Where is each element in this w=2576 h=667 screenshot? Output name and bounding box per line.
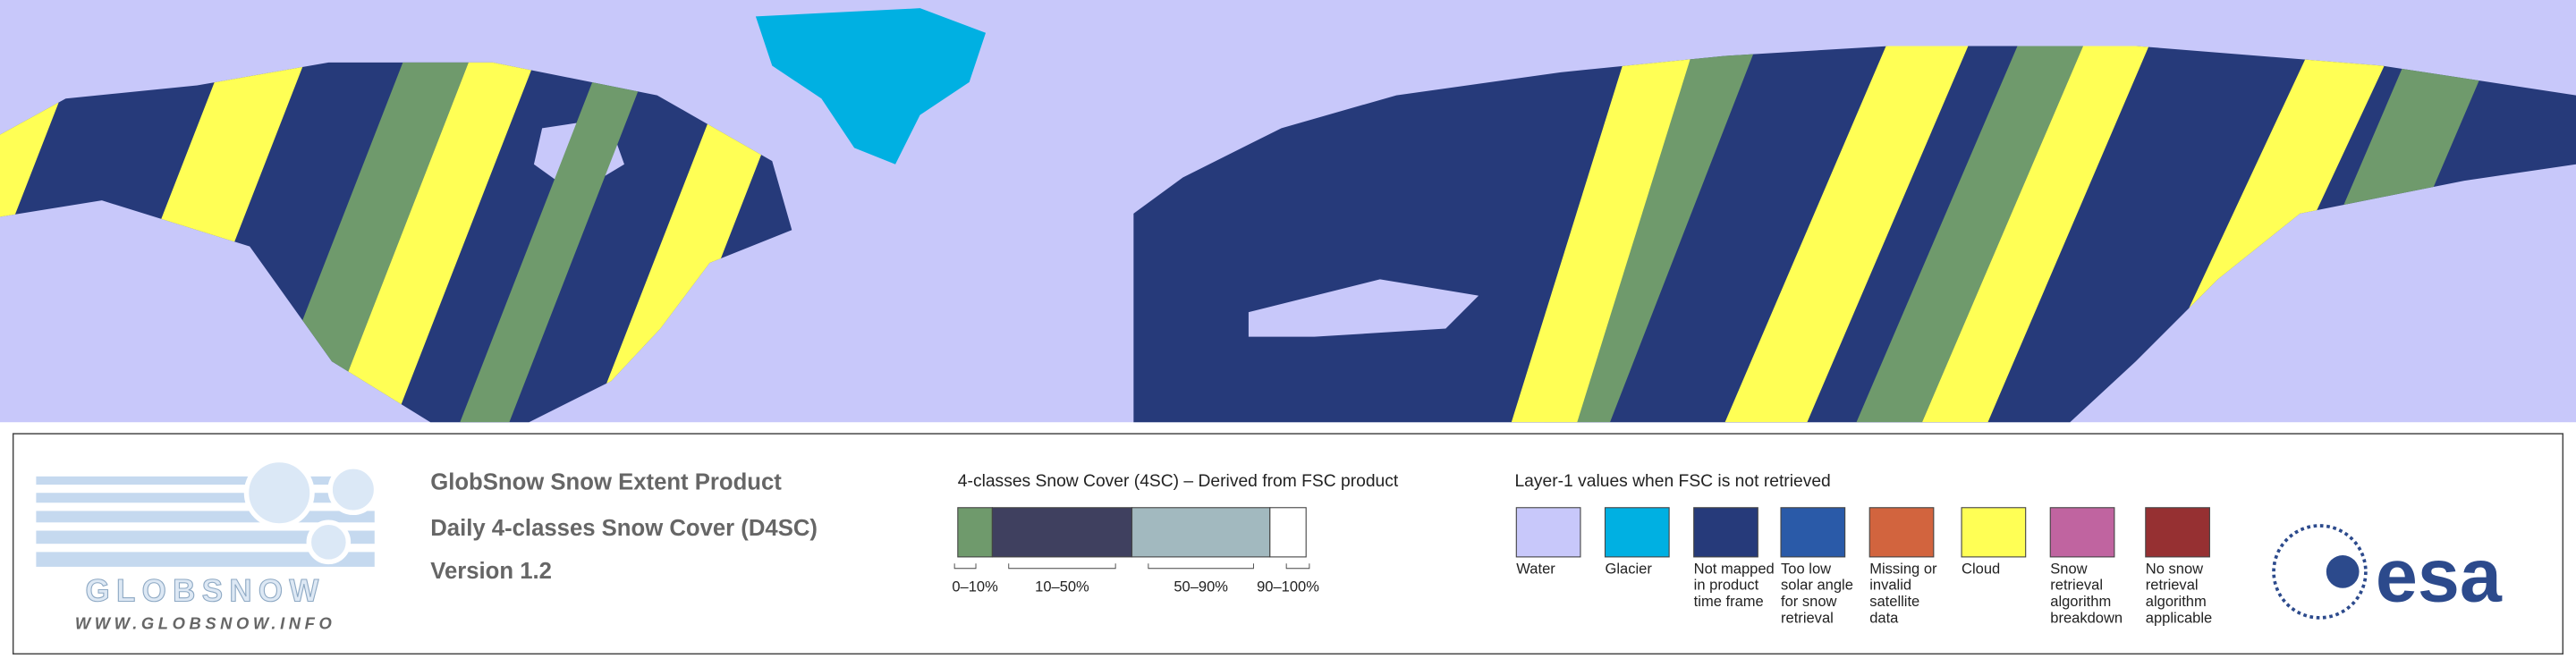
layer1-label-box: Not mapped in product time frame [1693, 560, 1775, 610]
layer1-title: Layer-1 values when FSC is not retrieved [1514, 472, 1830, 491]
class-bracket [1148, 563, 1254, 570]
class-bracket [1008, 563, 1116, 570]
class-swatch [1131, 507, 1271, 558]
class-bracket [953, 563, 977, 570]
version: Version 1.2 [430, 559, 552, 584]
layer1-label: Water [1516, 560, 1555, 577]
layer1-swatch [2145, 507, 2210, 558]
layer1-label-box: Glacier [1605, 560, 1652, 577]
class-label: 90–100% [1257, 578, 1319, 595]
layer1-label-box: Cloud [1962, 560, 2001, 577]
mediterranean [1248, 279, 1479, 337]
layer1-label: Snow retrieval algorithm breakdown [2050, 560, 2123, 627]
class-swatch [991, 507, 1133, 558]
layer1-swatch [1604, 507, 1670, 558]
layer1-label: Glacier [1605, 560, 1652, 577]
snow-classes-title: 4-classes Snow Cover (4SC) – Derived fro… [958, 472, 1399, 491]
logo-url: WWW.GLOBSNOW.INFO [75, 614, 335, 633]
layer1-label: No snow retrieval algorithm applicable [2145, 560, 2213, 627]
class-label: 0–10% [952, 578, 998, 595]
esa-logo: esa [2272, 524, 2503, 620]
layer1-swatch [1515, 507, 1581, 558]
class-label: 10–50% [1035, 578, 1089, 595]
product-title: GlobSnow Snow Extent Product [430, 470, 782, 495]
layer1-swatch [1868, 507, 1935, 558]
class-label: 50–90% [1174, 578, 1228, 595]
logo-name: GLOBSNOW [86, 573, 326, 608]
layer1-label-box: Missing or invalid satellite data [1869, 560, 1937, 627]
layer1-label: Not mapped in product time frame [1693, 560, 1775, 610]
layer1-label: Cloud [1962, 560, 2001, 577]
layer1-swatch [1693, 507, 1758, 558]
layer1-swatch [1780, 507, 1846, 558]
greenland [755, 8, 987, 165]
class-swatch [957, 507, 993, 558]
layer1-label-box: No snow retrieval algorithm applicable [2145, 560, 2213, 627]
layer1-label-box: Water [1516, 560, 1555, 577]
class-swatch [1269, 507, 1307, 558]
class-bracket [1285, 563, 1310, 570]
layer1-label: Too low solar angle for snow retrieval [1781, 560, 1853, 627]
layer1-label-box: Snow retrieval algorithm breakdown [2050, 560, 2123, 627]
layer1-swatch [2049, 507, 2115, 558]
agency-name: esa [2376, 533, 2503, 617]
snowflake [243, 457, 379, 565]
layer1-label-box: Too low solar angle for snow retrieval [1781, 560, 1853, 627]
layer1-swatch [1961, 507, 2027, 558]
product-subtitle: Daily 4-classes Snow Cover (D4SC) [430, 516, 818, 541]
layer1-label: Missing or invalid satellite data [1869, 560, 1937, 627]
